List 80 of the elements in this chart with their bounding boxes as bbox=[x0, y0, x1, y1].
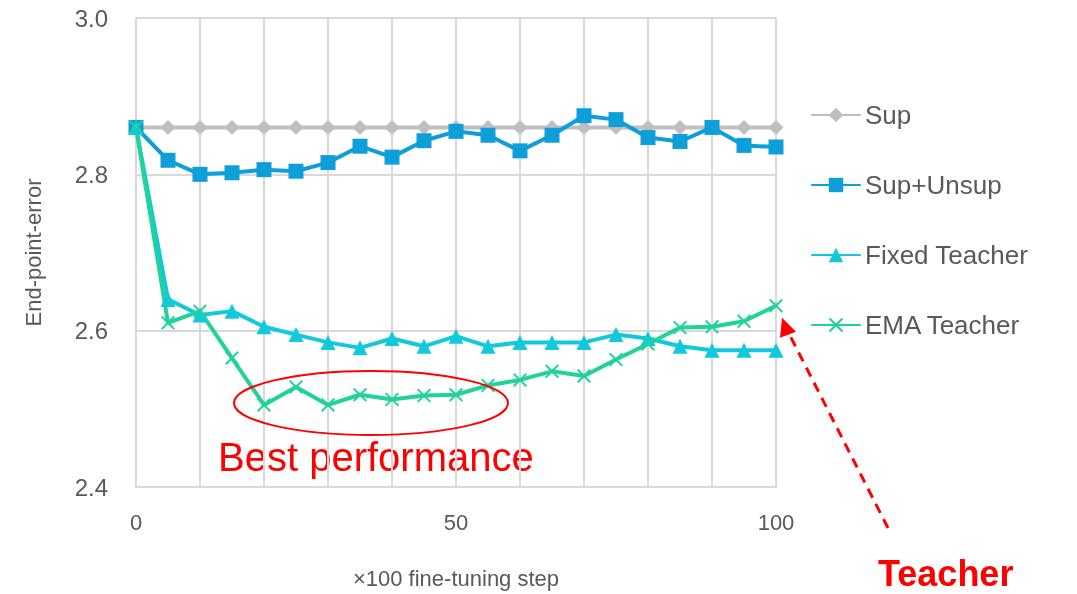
point bbox=[289, 379, 303, 394]
point bbox=[480, 127, 496, 143]
point bbox=[705, 319, 719, 334]
point bbox=[225, 351, 239, 366]
y-tick-label: 3.0 bbox=[74, 4, 108, 32]
point bbox=[384, 119, 400, 135]
point bbox=[321, 397, 335, 412]
point bbox=[448, 328, 464, 344]
point bbox=[513, 372, 527, 387]
point bbox=[544, 334, 560, 350]
point bbox=[576, 108, 592, 124]
point bbox=[160, 152, 176, 168]
point bbox=[640, 130, 656, 146]
legend-label: Fixed Teacher bbox=[865, 240, 1029, 270]
point bbox=[641, 336, 655, 351]
point bbox=[737, 314, 751, 329]
x-tick-label: 100 bbox=[757, 509, 795, 535]
point bbox=[769, 298, 783, 313]
point bbox=[256, 162, 272, 178]
point bbox=[545, 364, 559, 379]
point bbox=[352, 138, 368, 154]
point bbox=[257, 397, 271, 412]
point bbox=[224, 303, 240, 319]
point bbox=[480, 338, 496, 354]
point bbox=[672, 338, 688, 354]
x-axis-title: ×100 fine-tuning step bbox=[352, 565, 560, 591]
point bbox=[576, 334, 592, 350]
point bbox=[288, 119, 304, 135]
point bbox=[288, 327, 304, 343]
point bbox=[224, 119, 240, 135]
point bbox=[160, 119, 176, 135]
point bbox=[736, 342, 752, 358]
text: Teacher bbox=[878, 553, 1014, 594]
point bbox=[449, 387, 463, 402]
y-axis-title: End-point-error bbox=[20, 178, 46, 327]
x-tick-label: 50 bbox=[443, 509, 469, 535]
point bbox=[512, 119, 528, 135]
legend-label: Sup+Unsup bbox=[865, 170, 1002, 200]
point bbox=[320, 155, 336, 171]
point bbox=[672, 134, 688, 149]
point bbox=[577, 369, 591, 383]
point bbox=[512, 143, 528, 159]
y-tick-label: 2.6 bbox=[74, 317, 108, 345]
point bbox=[736, 137, 752, 153]
point bbox=[224, 165, 240, 181]
point bbox=[192, 166, 208, 182]
legend-label: EMA Teacher bbox=[865, 310, 1020, 340]
legend-label: Sup bbox=[865, 100, 912, 130]
point bbox=[544, 127, 560, 143]
point bbox=[160, 291, 176, 307]
point bbox=[608, 112, 624, 128]
point bbox=[448, 123, 464, 139]
point bbox=[768, 119, 784, 135]
point bbox=[256, 119, 272, 135]
point bbox=[353, 387, 367, 402]
point bbox=[608, 327, 624, 343]
point bbox=[736, 119, 752, 135]
point bbox=[384, 149, 400, 165]
y-tick-label: 2.8 bbox=[74, 160, 108, 188]
point bbox=[256, 319, 272, 335]
x-tick-label: 0 bbox=[129, 509, 143, 535]
point bbox=[512, 334, 528, 350]
point bbox=[288, 163, 304, 179]
point bbox=[416, 133, 432, 149]
point bbox=[193, 304, 207, 319]
point bbox=[161, 315, 175, 330]
point bbox=[192, 119, 208, 135]
point bbox=[384, 330, 400, 346]
point bbox=[768, 342, 784, 358]
point bbox=[768, 139, 784, 155]
point bbox=[320, 119, 336, 135]
point bbox=[320, 334, 336, 350]
point bbox=[352, 340, 368, 356]
point bbox=[672, 119, 688, 135]
y-tick-label: 2.4 bbox=[74, 473, 108, 501]
point bbox=[352, 119, 368, 135]
point bbox=[416, 338, 432, 354]
point bbox=[416, 119, 432, 135]
annotation: Best performance bbox=[218, 435, 534, 479]
point bbox=[704, 342, 720, 358]
